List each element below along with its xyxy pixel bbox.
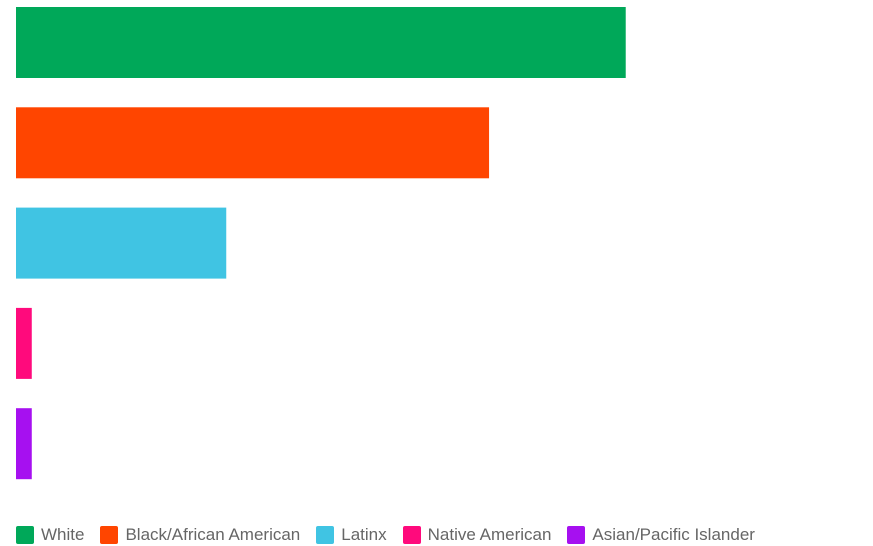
- bar-latinx[interactable]: [16, 207, 227, 279]
- legend-label: Native American: [427, 525, 552, 544]
- bar-black-african-american[interactable]: [16, 107, 490, 179]
- bar-native-american[interactable]: [16, 307, 32, 379]
- bar-white[interactable]: [16, 7, 626, 78]
- bar-asian-pacific-islander[interactable]: [16, 408, 32, 480]
- legend-item-black-african-american[interactable]: Black/African American: [100, 525, 300, 545]
- legend-item-asian-pacific-islander[interactable]: Asian/Pacific Islander: [567, 525, 755, 545]
- legend-label: White: [41, 525, 85, 544]
- legend-label: Black/African American: [125, 525, 301, 544]
- bar-chart: [16, 7, 626, 480]
- legend-item-native-american[interactable]: Native American: [402, 525, 552, 545]
- legend-swatch: [402, 526, 421, 544]
- legend-swatch: [16, 526, 34, 544]
- legend-label: Asian/Pacific Islander: [592, 525, 755, 544]
- legend-swatch: [567, 526, 586, 544]
- legend-swatch: [100, 526, 119, 544]
- legend-label: Latinx: [341, 525, 387, 544]
- legend-swatch: [316, 526, 335, 544]
- chart-legend: White Black/African American Latinx Nati…: [16, 524, 755, 546]
- legend-item-white[interactable]: White: [16, 525, 84, 545]
- legend-item-latinx[interactable]: Latinx: [316, 525, 387, 545]
